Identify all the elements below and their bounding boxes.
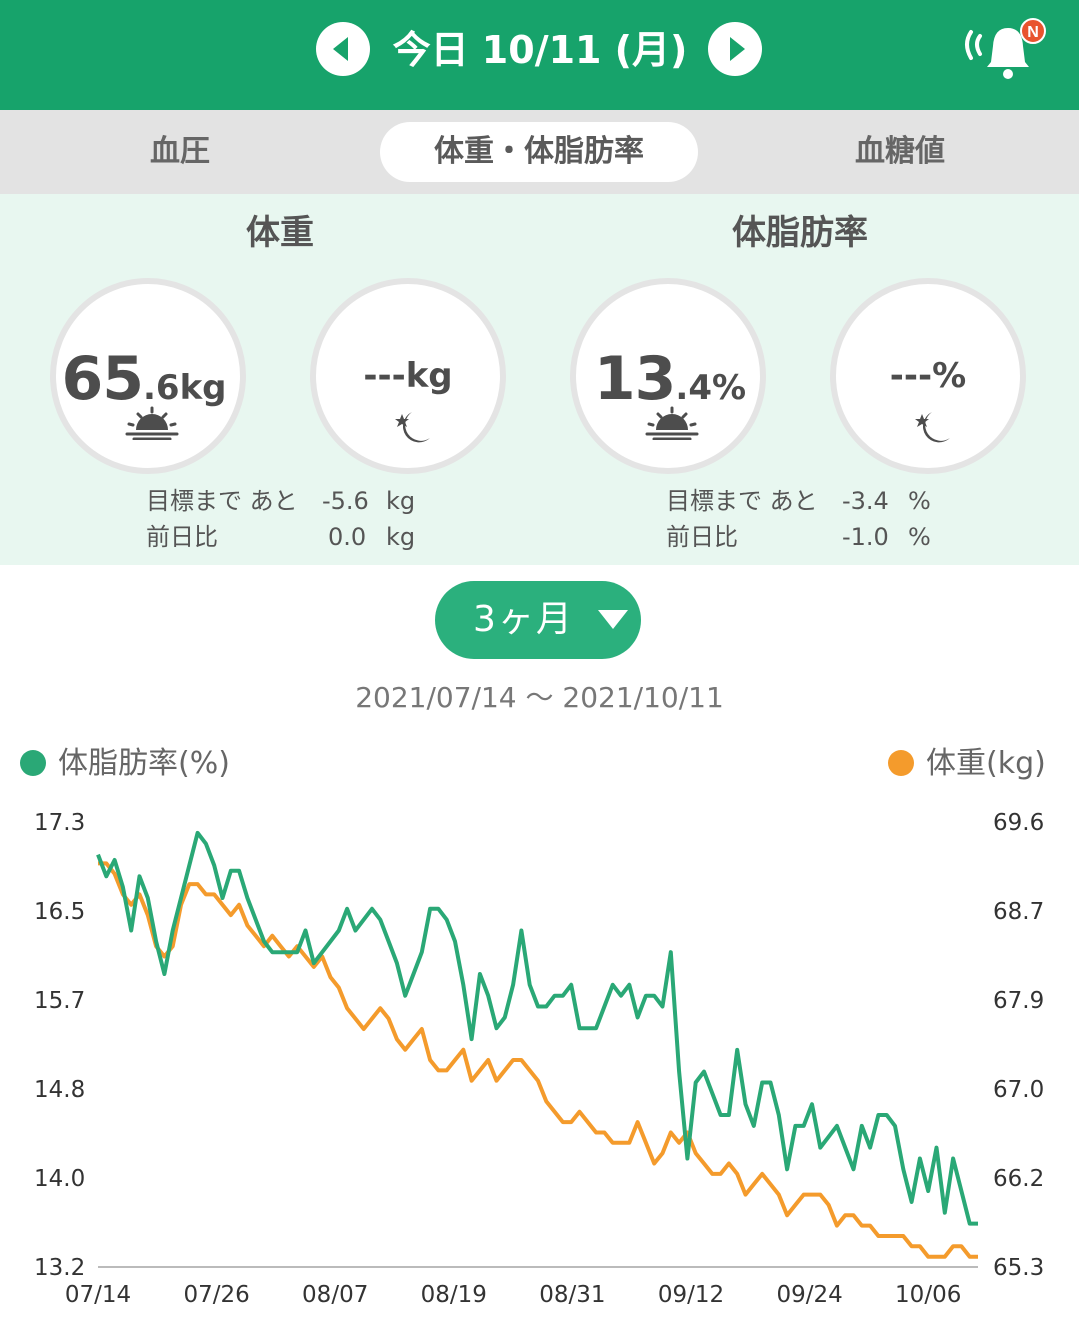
x-tick-label: 09/12 [658,1282,724,1308]
y-right-tick-label: 67.9 [993,988,1044,1014]
notification-badge: N [1027,24,1039,41]
triangle-right-icon [730,37,745,61]
x-tick-label: 08/31 [539,1282,605,1308]
x-tick-label: 09/24 [776,1282,842,1308]
bodyfat-diff-unit: % [908,523,931,551]
y-right-tick-label: 67.0 [993,1077,1044,1103]
bodyfat-diff-value: -1.0 [842,523,889,551]
app-header: 今日 10/11 (月) N [0,0,1079,110]
y-left-tick-label: 16.5 [34,899,85,925]
y-left-tick-label: 14.0 [34,1166,85,1192]
weight-diff-value: 0.0 [328,523,367,551]
series-line-weight [98,861,978,1259]
bodyfat-morning-value: 13.4% [593,344,747,414]
y-right-tick-label: 65.3 [993,1255,1044,1281]
bell-ringing-icon: N [965,18,1046,79]
weight-goal-value: -5.6 [322,487,369,515]
legend-weight: 体重(kg) [888,742,1046,786]
y-left-tick-label: 17.3 [34,810,85,836]
sunrise-icon [125,406,179,440]
y-right-tick-label: 66.2 [993,1166,1044,1192]
weight-morning-circle[interactable]: 65.6kg [50,278,246,474]
period-label: 3ヶ月 [473,599,574,640]
bodyfat-evening-circle[interactable]: ---% [830,278,1026,474]
triangle-left-icon [333,37,348,61]
weight-bodyfat-chart[interactable]: 17.3 16.5 15.7 14.8 14.0 13.2 69.6 68.7 67.9 67.0… [0,790,1079,1330]
weight-evening-circle[interactable]: ---kg [310,278,506,474]
tab-blood-sugar[interactable]: 血糖値 [855,134,945,169]
weight-diff-label: 前日比 [146,523,218,551]
weight-evening-value: ---kg [363,356,453,396]
bodyfat-section-title: 体脂肪率 [732,213,868,253]
next-day-button[interactable] [708,22,762,76]
tab-blood-pressure[interactable]: 血圧 [150,134,210,169]
weight-goal-label: 目標まで あと [146,487,298,515]
y-right-tick-label: 68.7 [993,899,1044,925]
weight-section-title: 体重 [246,213,314,253]
x-tick-label: 10/06 [895,1282,961,1308]
bodyfat-goal-label: 目標まで あと [666,487,818,515]
y-left-tick-label: 15.7 [34,988,85,1014]
bodyfat-diff-label: 前日比 [666,523,738,551]
weight-goal-unit: kg [386,487,416,515]
y-right-tick-label: 69.6 [993,810,1044,836]
period-dropdown[interactable]: 3ヶ月 [435,581,641,659]
x-tick-label: 07/26 [183,1282,249,1308]
moon-star-icon [915,412,950,443]
tab-weight-bodyfat[interactable]: 体重・体脂肪率 [380,122,698,182]
prev-day-button[interactable] [316,22,370,76]
weight-morning-value: 65.6kg [61,344,227,414]
category-tabs: 血圧 体重・体脂肪率 血糖値 [0,110,1079,194]
caret-down-icon [598,610,628,629]
moon-star-icon [395,412,430,443]
sunrise-icon [645,406,699,440]
legend-bodyfat: 体脂肪率(%) [20,742,230,786]
x-tick-label: 08/07 [302,1282,368,1308]
summary-panel: 体重 体脂肪率 65.6kg ---kg 13.4% [0,194,1079,565]
date-range: 2021/07/14 〜 2021/10/11 [355,681,724,714]
x-tick-label: 08/19 [421,1282,487,1308]
bodyfat-goal-value: -3.4 [842,487,889,515]
y-left-tick-label: 13.2 [34,1255,85,1281]
legend-dot-green [20,750,46,776]
y-left-tick-label: 14.8 [34,1077,85,1103]
legend-dot-orange [888,750,914,776]
series-line-bodyfat [96,830,978,1226]
x-tick-label: 07/14 [65,1282,131,1308]
bodyfat-morning-circle[interactable]: 13.4% [570,278,766,474]
date-title: 今日 10/11 (月) [392,28,688,72]
bodyfat-goal-unit: % [908,487,931,515]
weight-diff-unit: kg [386,523,416,551]
notification-button[interactable]: N [960,14,1050,84]
bodyfat-evening-value: ---% [889,356,967,396]
